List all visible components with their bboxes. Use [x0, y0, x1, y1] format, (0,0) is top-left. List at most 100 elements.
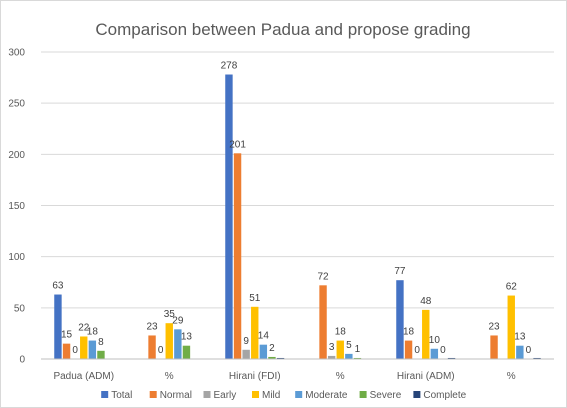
legend-label: Moderate [305, 390, 348, 401]
bar-normal [319, 285, 327, 359]
bar-total [396, 280, 404, 359]
bar-normal [490, 335, 498, 359]
data-label: 48 [420, 296, 432, 307]
x-tick-label: Hirani (ADM) [397, 371, 455, 382]
bar-early [327, 355, 336, 359]
legend-label: Severe [370, 390, 402, 401]
data-label: 62 [506, 282, 518, 293]
data-label: 0 [158, 345, 164, 356]
bar-severe [268, 356, 276, 359]
data-label: 51 [249, 293, 261, 304]
data-label: 18 [335, 327, 347, 338]
y-tick-label: 300 [8, 48, 25, 59]
bar-normal [62, 343, 71, 359]
bar-normal [148, 335, 156, 359]
x-tick-label: % [165, 371, 174, 382]
legend-item-normal: Normal [149, 390, 192, 401]
legend-label: Normal [160, 390, 192, 401]
data-label: 5 [346, 340, 352, 351]
bar-moderate [259, 344, 268, 359]
bar-severe [182, 345, 191, 359]
bar-severe [97, 350, 105, 359]
bar-moderate [516, 345, 524, 359]
y-tick-label: 250 [8, 99, 25, 110]
data-label: 35 [164, 309, 176, 320]
x-tick-label: Hirani (FDI) [229, 371, 281, 382]
y-tick-label: 50 [14, 303, 26, 314]
bar-moderate [430, 348, 439, 359]
data-label: 13 [181, 332, 193, 343]
bar-mild [80, 336, 88, 359]
legend-item-mild: Mild [252, 390, 280, 401]
y-axis: 0 50 100 150 200 250 300 [8, 48, 25, 366]
legend-swatch [295, 391, 303, 398]
x-tick-label: % [507, 371, 516, 382]
legend-swatch [149, 391, 157, 398]
data-label: 29 [172, 315, 184, 326]
legend-swatch [413, 391, 421, 398]
data-label: 201 [229, 139, 246, 150]
legend-swatch [203, 391, 211, 398]
data-label: 18 [403, 327, 415, 338]
bar-moderate [174, 329, 182, 359]
bar-severe [353, 357, 362, 359]
data-label: 0 [414, 345, 420, 356]
legend-item-moderate: Moderate [295, 390, 348, 401]
bar-mild [165, 323, 173, 359]
bar-mild [507, 295, 515, 359]
data-label: 14 [258, 331, 270, 342]
legend: Total Normal Early Mild Moderate Severe Comple… [101, 390, 467, 401]
bar-moderate [345, 353, 353, 359]
gridlines [41, 51, 554, 360]
data-label: 3 [329, 342, 335, 353]
bar-complete [276, 357, 285, 359]
bar-normal [404, 340, 413, 359]
legend-label: Complete [423, 390, 466, 401]
bar-early [242, 349, 250, 359]
legend-label: Mild [262, 390, 280, 401]
x-axis: Padua (ADM)% Hirani (FDI)% Hirani (ADM)% [41, 358, 554, 382]
bar-mild [251, 306, 259, 359]
data-label: 72 [317, 271, 329, 282]
y-tick-label: 200 [8, 150, 25, 161]
chart-title: Comparison between Padua and propose gra… [95, 20, 470, 39]
data-label: 23 [488, 321, 500, 332]
legend-swatch [252, 391, 259, 398]
legend-item-complete: Complete [413, 390, 467, 401]
data-label: 22 [78, 322, 90, 333]
legend-label: Early [214, 390, 237, 401]
legend-swatch [101, 391, 109, 398]
data-label: 9 [243, 336, 249, 347]
bars [54, 74, 541, 359]
bar-mild [422, 309, 430, 359]
bar-total [54, 294, 62, 359]
data-label: 15 [61, 330, 73, 341]
legend-item-total: Total [101, 390, 132, 401]
legend-item-severe: Severe [359, 390, 402, 401]
x-tick-label: Padua (ADM) [53, 371, 114, 382]
y-tick-label: 100 [8, 252, 25, 263]
y-tick-label: 150 [8, 201, 25, 212]
data-label: 1 [355, 344, 361, 355]
bar-total [225, 74, 233, 359]
data-label: 63 [52, 281, 64, 292]
data-label: 10 [429, 335, 441, 346]
x-tick-label: % [336, 371, 345, 382]
bar-mild [336, 340, 344, 359]
data-label: 2 [269, 343, 275, 354]
legend-item-early: Early [203, 390, 237, 401]
data-label: 278 [221, 61, 238, 72]
legend-label: Total [111, 390, 132, 401]
data-label: 77 [394, 266, 406, 277]
data-label: 18 [87, 327, 99, 338]
data-label: 0 [72, 345, 78, 356]
data-label: 0 [526, 345, 532, 356]
bar-complete [533, 357, 541, 359]
data-label: 8 [98, 337, 104, 348]
data-label: 0 [440, 345, 446, 356]
bar-complete [447, 357, 456, 359]
legend-swatch [359, 391, 367, 398]
